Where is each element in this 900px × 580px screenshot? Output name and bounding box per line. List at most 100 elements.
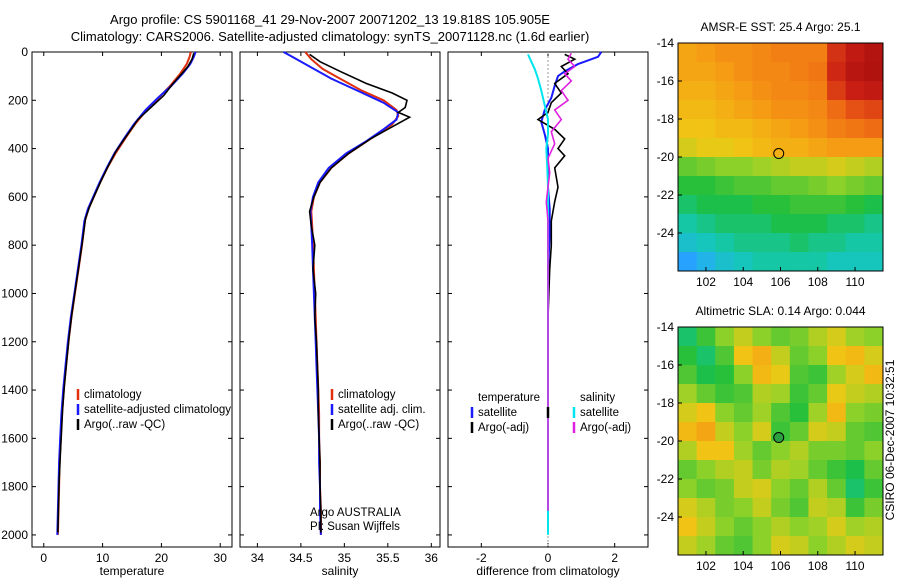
heatmap-cell xyxy=(733,119,754,139)
heatmap-cell xyxy=(715,119,735,139)
y-tick-label: -22 xyxy=(657,188,675,202)
heatmap-cell xyxy=(864,441,883,461)
heatmap-cell xyxy=(678,138,698,158)
heatmap-cell xyxy=(845,138,865,158)
y-tick-label: -22 xyxy=(657,472,675,486)
heatmap-cell xyxy=(827,81,847,101)
heatmap-cell xyxy=(845,62,865,82)
heatmap-cell xyxy=(696,460,716,480)
heatmap-cell xyxy=(733,100,754,120)
heatmap-cell xyxy=(733,479,754,499)
heatmap-cell xyxy=(752,346,772,366)
x-tick-label: 30 xyxy=(214,551,228,565)
heatmap-cell xyxy=(696,479,716,499)
y-tick-label: 1400 xyxy=(1,383,28,397)
heatmap-cell xyxy=(752,100,772,120)
heatmap-cell xyxy=(808,460,828,480)
heatmap-cell xyxy=(864,43,883,63)
x-axis-label: difference from climatology xyxy=(476,564,619,578)
heatmap-cell xyxy=(864,233,883,253)
y-tick-label: 200 xyxy=(8,93,28,107)
annotation-text: PI: Susan Wijffels xyxy=(310,521,400,533)
heatmap-cell xyxy=(678,214,698,234)
heatmap-cell xyxy=(864,327,883,347)
heatmap-cell xyxy=(845,195,865,215)
heatmap-cell xyxy=(827,441,847,461)
x-tick-label: 110 xyxy=(845,559,864,573)
x-tick-label: 35.5 xyxy=(376,551,400,565)
heatmap-cell xyxy=(678,119,698,139)
heatmap-cell xyxy=(789,365,810,385)
heatmap-cell xyxy=(715,460,735,480)
heatmap-cell xyxy=(696,327,716,347)
y-tick-label: 2000 xyxy=(1,528,28,542)
heatmap-cell xyxy=(808,498,828,518)
heatmap-cell xyxy=(715,384,735,404)
x-tick-label: 0 xyxy=(40,551,47,565)
heatmap-cell xyxy=(808,43,828,63)
heatmap-cell xyxy=(696,81,716,101)
heatmap-cell xyxy=(715,195,735,215)
heatmap-cell xyxy=(845,346,865,366)
x-tick-label: 108 xyxy=(808,559,828,573)
heatmap-cell xyxy=(827,479,847,499)
heatmap-cell xyxy=(752,498,772,518)
heatmap-cell xyxy=(771,460,791,480)
heatmap-cell xyxy=(678,62,698,82)
heatmap-cell xyxy=(771,441,791,461)
heatmap-cell xyxy=(771,62,791,82)
heatmap-cell xyxy=(733,460,754,480)
x-tick-label: 20 xyxy=(155,551,169,565)
heatmap-cell xyxy=(789,252,810,271)
y-tick-label: 600 xyxy=(8,190,28,204)
chart-title-line1: Argo profile: CS 5901168_41 29-Nov-2007 … xyxy=(110,12,550,27)
heatmap-cell xyxy=(678,43,698,63)
heatmap-cell xyxy=(808,441,828,461)
heatmap-cell xyxy=(733,384,754,404)
heatmap-cell xyxy=(752,43,772,63)
x-axis-label: salinity xyxy=(322,564,359,578)
plot-frame xyxy=(239,51,441,548)
heatmap-cell xyxy=(845,403,865,423)
heatmap-cell xyxy=(771,384,791,404)
heatmap-cell xyxy=(696,536,716,555)
heatmap-cell xyxy=(678,422,698,442)
heatmap-cell xyxy=(771,536,791,555)
heatmap-cell xyxy=(845,233,865,253)
heatmap-cell xyxy=(696,62,716,82)
x-tick-label: 0 xyxy=(545,551,552,565)
heatmap-cell xyxy=(864,365,883,385)
heatmap-cell xyxy=(733,422,754,442)
heatmap-cell xyxy=(733,365,754,385)
heatmap-cell xyxy=(827,327,847,347)
heatmap-cell xyxy=(808,384,828,404)
heatmap-cell xyxy=(678,233,698,253)
heatmap-cell xyxy=(678,365,698,385)
legend-entry: Argo(-adj) xyxy=(478,422,529,434)
heatmap-cell xyxy=(808,346,828,366)
heatmap-cell xyxy=(808,62,828,82)
legend-entry: satellite xyxy=(580,407,619,419)
heatmap-cell xyxy=(752,460,772,480)
heatmap-cell xyxy=(678,536,698,555)
heatmap-cell xyxy=(715,62,735,82)
heatmap-cell xyxy=(827,536,847,555)
heatmap-cell xyxy=(696,157,716,177)
argo-position-marker xyxy=(773,432,785,444)
heatmap-cell xyxy=(678,346,698,366)
heatmap-cell xyxy=(864,62,883,82)
y-tick-label: 1800 xyxy=(1,480,28,494)
heatmap-cell xyxy=(864,157,883,177)
heatmap-cell xyxy=(771,157,791,177)
heatmap-cell xyxy=(864,460,883,480)
chart-title-line2: Climatology: CARS2006. Satellite-adjuste… xyxy=(70,29,590,44)
heatmap-cell xyxy=(771,498,791,518)
heatmap-cell xyxy=(864,119,883,139)
legend-entry: climatology xyxy=(338,389,396,401)
heatmap-cell xyxy=(715,346,735,366)
heatmap-cell xyxy=(789,195,810,215)
heatmap-cell xyxy=(771,479,791,499)
heatmap-cell xyxy=(771,195,791,215)
heatmap-cell xyxy=(827,157,847,177)
heatmap-cell xyxy=(827,214,847,234)
